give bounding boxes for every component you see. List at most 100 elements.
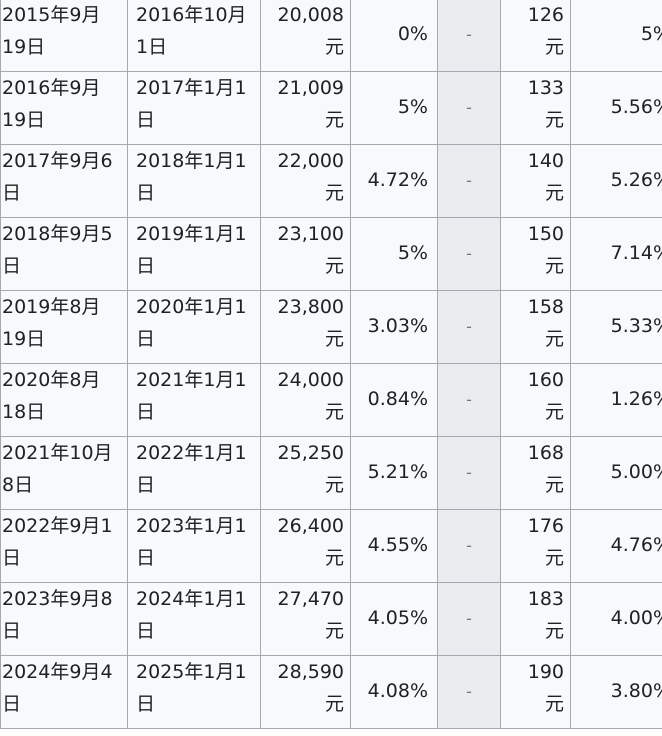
amount-change-pct: 4.72% (367, 168, 428, 191)
dash-text: - (466, 535, 472, 555)
effective-date-line2: 日 (136, 108, 156, 131)
effective-date-line1: 2016年10月 (136, 4, 247, 26)
amount-unit: 元 (324, 327, 344, 350)
effective-date-cell: 2021年1月1 日 (127, 363, 261, 437)
adjust-date-line2: 19日 (2, 327, 46, 350)
amount-change-pct: 3.03% (367, 314, 428, 337)
effective-date-line1: 2020年1月1 (136, 296, 247, 318)
effective-date-line1: 2025年1月1 (136, 661, 247, 683)
empty-cell: - (437, 71, 501, 145)
amount-change-cell: 3.03% (350, 290, 438, 364)
adjust-date-cell: 2022年9月1 日 (0, 509, 128, 583)
fee-change-pct: 5.33% (610, 314, 662, 337)
effective-date-cell: 2018年1月1 日 (127, 144, 261, 218)
fee-change-cell: 7.14% (570, 217, 662, 291)
adjust-date-line1: 2021年10月 (2, 442, 113, 464)
amount-value: 20,008 (277, 4, 344, 26)
amount-change-cell: 4.05% (350, 582, 438, 656)
fee-cell: 183 元 (500, 582, 571, 656)
fee-change-pct: 5.00% (610, 460, 662, 483)
fee-change-pct: 7.14% (610, 241, 662, 264)
amount-value: 24,000 (277, 369, 344, 391)
empty-cell: - (437, 0, 501, 72)
fee-change-pct: 5.26% (610, 168, 662, 191)
amount-change-pct: 4.05% (367, 606, 428, 629)
adjust-date-line1: 2016年9月 (2, 77, 101, 99)
effective-date-line1: 2017年1月1 (136, 77, 247, 99)
dash-text: - (466, 681, 472, 701)
adjust-date-line1: 2023年9月8 (2, 588, 113, 610)
fee-value: 176 (527, 515, 564, 537)
fee-value: 168 (527, 442, 564, 464)
dash-text: - (466, 24, 472, 44)
amount-change-pct: 0% (397, 22, 428, 45)
amount-change-cell: 4.55% (350, 509, 438, 583)
effective-date-cell: 2022年1月1 日 (127, 436, 261, 510)
fee-change-pct: 4.76% (610, 533, 662, 556)
fee-change-cell: 5.26% (570, 144, 662, 218)
amount-unit: 元 (324, 181, 344, 204)
fee-change-cell: 5.33% (570, 290, 662, 364)
amount-cell: 23,100 元 (260, 217, 351, 291)
amount-unit: 元 (324, 108, 344, 131)
fee-change-cell: 3.80% (570, 655, 662, 729)
fee-change-cell: 1.26% (570, 363, 662, 437)
fee-change-cell: 4.00% (570, 582, 662, 656)
amount-unit: 元 (324, 473, 344, 496)
effective-date-cell: 2020年1月1 日 (127, 290, 261, 364)
amount-change-cell: 0.84% (350, 363, 438, 437)
amount-unit: 元 (324, 400, 344, 423)
amount-change-pct: 5% (397, 95, 428, 118)
dash-text: - (466, 316, 472, 336)
table-row: 2015年9月 19日 2016年10月 1日 20,008 元 0% - 126 元 5% (0, 0, 662, 72)
fee-cell: 150 元 (500, 217, 571, 291)
fee-cell: 126 元 (500, 0, 571, 72)
adjust-date-cell: 2015年9月 19日 (0, 0, 128, 72)
fee-cell: 133 元 (500, 71, 571, 145)
amount-change-pct: 5.21% (367, 460, 428, 483)
table-row: 2020年8月 18日 2021年1月1 日 24,000 元 0.84% - 160 元 1.26… (0, 363, 662, 437)
amount-change-cell: 4.72% (350, 144, 438, 218)
amount-cell: 28,590 元 (260, 655, 351, 729)
dash-text: - (466, 170, 472, 190)
adjust-date-cell: 2019年8月 19日 (0, 290, 128, 364)
effective-date-line2: 日 (136, 400, 156, 423)
fee-value: 190 (527, 661, 564, 683)
fee-cell: 168 元 (500, 436, 571, 510)
effective-date-line1: 2023年1月1 (136, 515, 247, 537)
amount-unit: 元 (324, 619, 344, 642)
effective-date-line1: 2019年1月1 (136, 223, 247, 245)
adjust-date-cell: 2018年9月5 日 (0, 217, 128, 291)
amount-unit: 元 (324, 35, 344, 58)
effective-date-line1: 2021年1月1 (136, 369, 247, 391)
fee-change-cell: 5% (570, 0, 662, 72)
amount-change-cell: 5% (350, 217, 438, 291)
fee-change-pct: 1.26% (610, 387, 662, 410)
fee-unit: 元 (544, 108, 564, 131)
table-row: 2018年9月5 日 2019年1月1 日 23,100 元 5% - 150 元 7.14% (0, 217, 662, 291)
empty-cell: - (437, 363, 501, 437)
fee-value: 126 (527, 4, 564, 26)
table-row: 2016年9月 19日 2017年1月1 日 21,009 元 5% - 133 元 5.56% (0, 71, 662, 145)
amount-change-cell: 0% (350, 0, 438, 72)
effective-date-line2: 日 (136, 692, 156, 715)
fee-change-cell: 5.00% (570, 436, 662, 510)
fee-unit: 元 (544, 473, 564, 496)
adjust-date-line2: 日 (2, 619, 22, 642)
amount-value: 21,009 (277, 77, 344, 99)
fee-unit: 元 (544, 619, 564, 642)
effective-date-line1: 2024年1月1 (136, 588, 247, 610)
empty-cell: - (437, 655, 501, 729)
adjust-date-line2: 19日 (2, 35, 46, 58)
amount-change-cell: 5% (350, 71, 438, 145)
adjust-date-cell: 2024年9月4 日 (0, 655, 128, 729)
amount-value: 27,470 (277, 588, 344, 610)
effective-date-line2: 日 (136, 473, 156, 496)
fee-value: 160 (527, 369, 564, 391)
fee-change-pct: 4.00% (610, 606, 662, 629)
adjust-date-line1: 2019年8月 (2, 296, 101, 318)
fee-unit: 元 (544, 35, 564, 58)
fee-change-cell: 5.56% (570, 71, 662, 145)
